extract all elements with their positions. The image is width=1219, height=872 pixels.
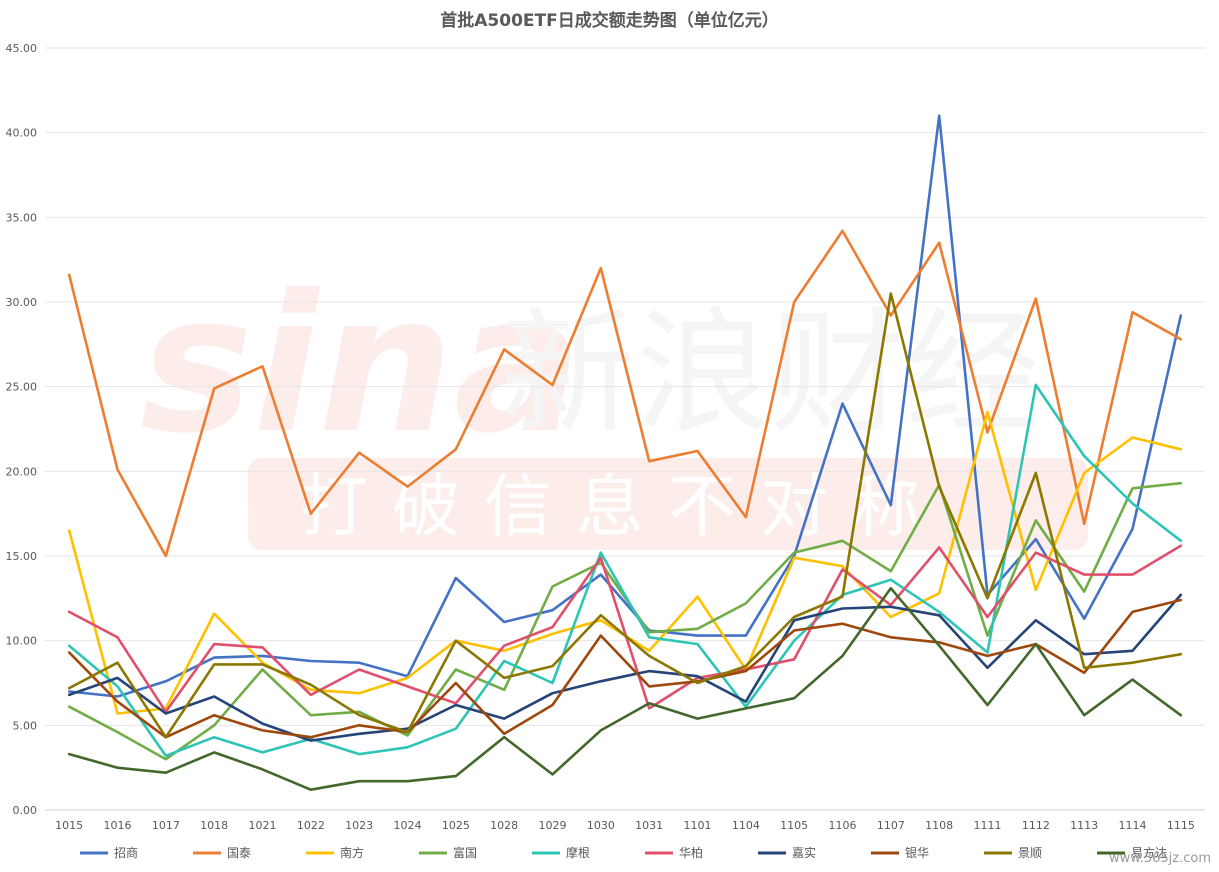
x-tick-label: 1031 — [635, 819, 663, 832]
legend-label: 招商 — [114, 845, 138, 860]
y-tick-label: 45.00 — [6, 42, 38, 55]
watermark-text-big: 新浪财经 — [500, 295, 1040, 452]
series-layer — [67, 114, 1183, 792]
y-tick-label: 30.00 — [6, 296, 38, 309]
legend-label: 银华 — [905, 846, 929, 860]
x-tick-label: 1108 — [925, 819, 953, 832]
y-tick-label: 40.00 — [6, 127, 38, 140]
grid-layer — [45, 47, 1205, 811]
x-tick-label: 1101 — [684, 819, 712, 832]
series-line — [67, 229, 1183, 558]
axis-layer: 0.00 5.00 10.00 15.00 20.00 25.00 30.00 35.00 40… — [6, 42, 1195, 832]
series-line — [67, 544, 1183, 714]
y-tick-label: 5.00 — [13, 719, 38, 732]
y-tick-label: 10.00 — [6, 635, 38, 648]
x-tick-label: 1111 — [974, 819, 1002, 832]
series-line — [67, 586, 1183, 792]
series-line — [67, 292, 1183, 739]
x-tick-label: 1018 — [200, 819, 228, 832]
x-tick-label: 1112 — [1022, 819, 1050, 832]
x-tick-label: 1015 — [55, 819, 83, 832]
x-tick-label: 1017 — [152, 819, 180, 832]
legend-label: 富国 — [453, 845, 477, 860]
x-tick-label: 1115 — [1167, 819, 1195, 832]
legend: 招商 国泰 南方 富国 摩根 华柏 嘉实 银华 景顺 易方达 — [80, 845, 1167, 860]
y-tick-label: 15.00 — [6, 550, 38, 563]
series-line — [67, 593, 1183, 742]
site-watermark: www.365jz.com — [1109, 851, 1211, 866]
legend-label: 摩根 — [566, 845, 590, 860]
x-tick-label: 1023 — [345, 819, 373, 832]
y-tick-label: 20.00 — [6, 465, 38, 478]
x-tick-label: 1024 — [394, 819, 422, 832]
legend-label: 南方 — [340, 845, 364, 860]
x-tick-label: 1029 — [539, 819, 567, 832]
chart-title: 首批A500ETF日成交额走势图（单位亿元） — [440, 11, 779, 31]
legend-label: 嘉实 — [792, 845, 816, 860]
legend-label: 景顺 — [1018, 846, 1042, 860]
x-tick-label: 1105 — [780, 819, 808, 832]
y-tick-label: 0.00 — [13, 804, 38, 817]
watermark-brand: sina — [140, 254, 582, 475]
x-tick-label: 1104 — [732, 819, 760, 832]
x-tick-label: 1113 — [1070, 819, 1098, 832]
y-tick-label: 35.00 — [6, 211, 38, 224]
legend-label: 国泰 — [227, 846, 251, 860]
x-tick-label: 1114 — [1119, 819, 1147, 832]
x-tick-label: 1021 — [249, 819, 277, 832]
x-tick-label: 1106 — [829, 819, 857, 832]
legend-label: 易方达 — [1131, 845, 1167, 860]
y-tick-label: 25.00 — [6, 381, 38, 394]
x-tick-label: 1028 — [490, 819, 518, 832]
series-line — [67, 598, 1183, 739]
x-tick-label: 1016 — [104, 819, 132, 832]
x-tick-label: 1030 — [587, 819, 615, 832]
x-tick-label: 1025 — [442, 819, 470, 832]
x-tick-label: 1022 — [297, 819, 325, 832]
x-tick-label: 1107 — [877, 819, 905, 832]
legend-label: 华柏 — [679, 845, 703, 860]
